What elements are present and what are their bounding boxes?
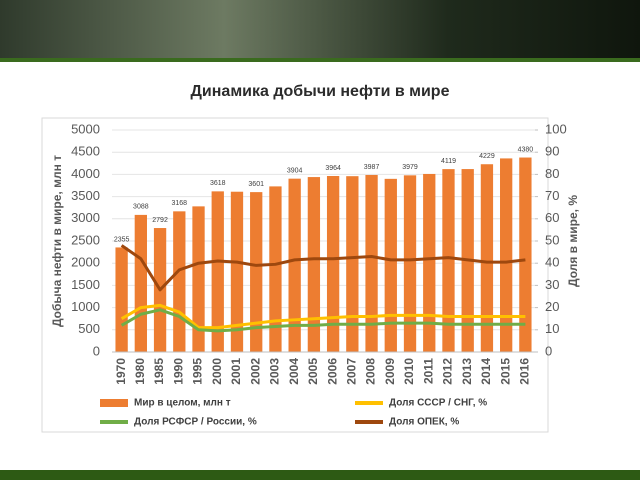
bar (192, 206, 205, 352)
bar (346, 176, 359, 352)
bar (307, 177, 321, 352)
y2-tick-label: 80 (545, 166, 559, 181)
y-tick-label: 3000 (71, 210, 100, 225)
y2-tick-label: 70 (545, 188, 559, 203)
x-tick-label: 1990 (171, 358, 185, 385)
x-tick-label: 2006 (325, 358, 339, 385)
y-tick-label: 4500 (71, 144, 100, 159)
bar (519, 157, 532, 352)
line (120, 308, 526, 333)
bar (288, 178, 301, 352)
data-label: 3601 (248, 181, 264, 188)
x-tick-label: 2000 (210, 358, 224, 385)
data-label: 4229 (479, 153, 495, 160)
x-tick-label: 1980 (133, 358, 147, 385)
bar (403, 175, 417, 352)
data-label: 3618 (210, 180, 226, 187)
data-label: 2355 (114, 236, 130, 243)
x-tick-label: 2010 (402, 358, 416, 385)
bar (269, 186, 282, 352)
y2-tick-label: 0 (545, 343, 552, 358)
y-tick-label: 0 (93, 343, 100, 358)
slide-title: Динамика добычи нефти в мире (191, 83, 450, 100)
bar (115, 247, 128, 352)
y2-tick-label: 50 (545, 232, 559, 247)
y2-tick-label: 10 (545, 321, 559, 336)
legend-label: Доля РСФСР / России, % (134, 417, 257, 428)
data-label: 3168 (172, 200, 188, 207)
y-tick-label: 1500 (71, 277, 100, 292)
y-tick-label: 2000 (71, 255, 100, 270)
data-label: 4119 (441, 158, 456, 165)
bar (365, 174, 378, 352)
y-tick-label: 1000 (71, 299, 100, 314)
x-tick-label: 2016 (518, 358, 532, 385)
data-label: 2792 (152, 217, 168, 224)
bar (230, 191, 244, 352)
bar (173, 211, 186, 352)
x-tick-label: 2012 (441, 358, 455, 385)
x-tick-label: 2013 (460, 358, 474, 385)
y2-tick-label: 60 (545, 210, 559, 225)
x-tick-label: 2001 (229, 358, 243, 385)
x-tick-label: 2007 (345, 358, 359, 385)
data-label: 3904 (287, 168, 303, 175)
x-tick-label: 2009 (383, 358, 397, 385)
y2-tick-label: 30 (545, 277, 559, 292)
y2-tick-label: 100 (545, 121, 567, 136)
legend-swatch (100, 399, 128, 407)
x-tick-label: 2005 (306, 358, 320, 385)
bar (500, 158, 513, 352)
legend-label: Мир в целом, млн т (134, 398, 231, 409)
legend-label: Доля ОПЕК, % (389, 417, 459, 428)
y2-tick-label: 20 (545, 299, 559, 314)
line (120, 303, 526, 330)
y-tick-label: 4000 (71, 166, 100, 181)
bar (384, 178, 397, 352)
x-tick-label: 2014 (479, 358, 493, 385)
bar (480, 164, 494, 352)
chart: 0500100015002000250030003500400045005000… (50, 121, 580, 427)
x-tick-label: 1970 (114, 358, 128, 385)
bar (211, 191, 224, 352)
x-tick-label: 2003 (268, 358, 282, 385)
data-label: 4380 (518, 146, 534, 153)
x-tick-label: 2008 (364, 358, 378, 385)
banner (0, 0, 640, 58)
y-tick-label: 5000 (71, 121, 100, 136)
bar (134, 214, 147, 352)
banner-stripe (0, 58, 640, 62)
data-label: 3987 (364, 164, 380, 171)
legend-label: Доля СССР / СНГ, % (389, 398, 487, 409)
data-label: 3964 (325, 165, 341, 172)
y-tick-label: 2500 (71, 232, 100, 247)
y-tick-label: 3500 (71, 188, 100, 203)
bar (326, 175, 340, 352)
y2-tick-label: 90 (545, 144, 559, 159)
x-tick-label: 2004 (287, 358, 301, 385)
bar (442, 169, 455, 352)
x-tick-label: 1985 (152, 358, 166, 385)
x-tick-label: 2011 (421, 358, 435, 384)
x-tick-label: 2015 (498, 358, 512, 385)
y2-tick-label: 40 (545, 255, 559, 270)
x-tick-label: 2002 (248, 358, 262, 385)
bar (423, 173, 436, 352)
data-label: 3088 (133, 204, 149, 211)
y2-axis-title: Доля в мире, % (566, 195, 580, 287)
y-tick-label: 500 (78, 321, 100, 336)
y-axis-title: Добыча нефти в мире, млн т (50, 155, 64, 327)
x-tick-label: 1995 (191, 358, 205, 385)
line (120, 244, 526, 292)
data-label: 3979 (402, 164, 418, 171)
footer-stripe (0, 470, 640, 480)
bar (250, 192, 263, 352)
